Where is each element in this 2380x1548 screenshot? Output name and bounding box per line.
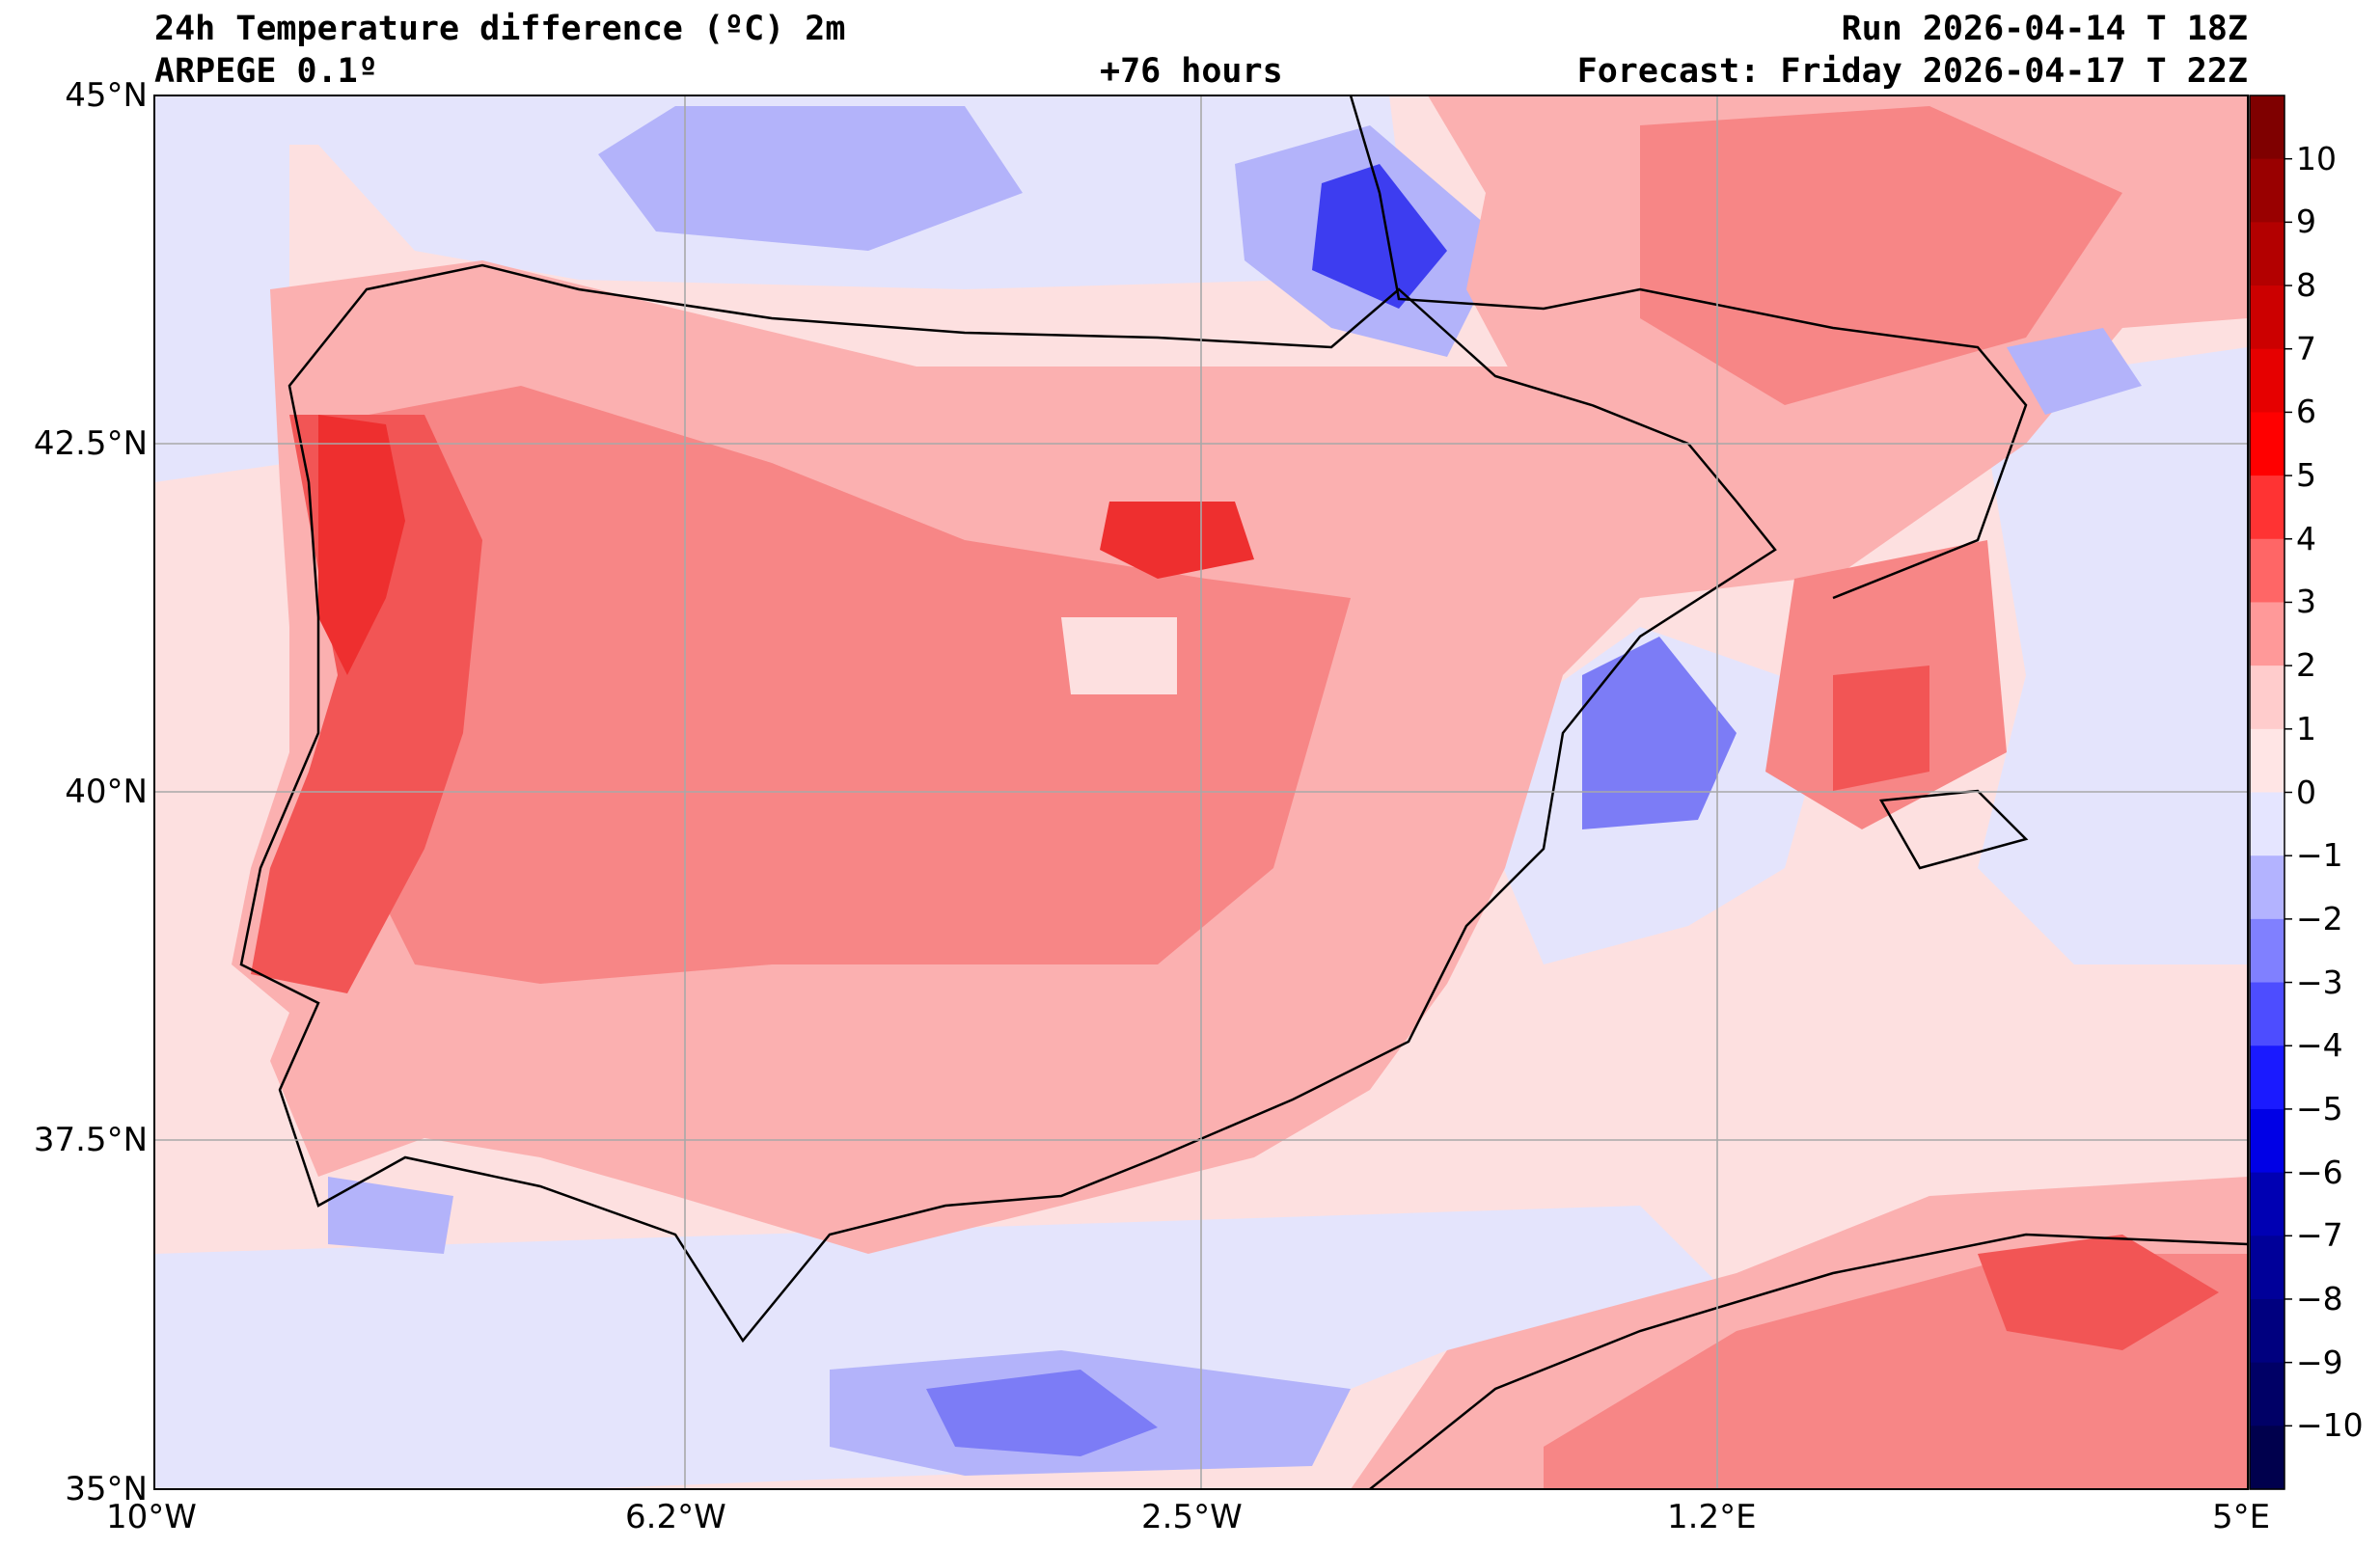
lat-tick: 35°N [65,1470,148,1508]
lon-tick: 1.2°E [1667,1498,1757,1536]
colorbar-label: 1 [2296,709,2316,747]
colorbar-label: −10 [2296,1406,2364,1445]
colorbar-label: 5 [2296,456,2316,495]
portugal-red [251,415,482,993]
galicia-strong-red [318,415,405,675]
colorbar-swatch [2250,1426,2284,1490]
lead-time: +76 hours [1100,52,1283,91]
colorbar-swatch [2250,665,2284,730]
colorbar-swatch [2250,918,2284,984]
france-salmon [1640,106,2122,405]
gascony-cold-core [1312,164,1447,309]
colorbar-label: 7 [2296,329,2316,367]
temperature-field [154,95,2248,1489]
colorbar-swatch [2250,602,2284,666]
colorbar-swatch [2250,158,2284,223]
colorbar-label: 2 [2296,646,2316,685]
iberia-coastline [239,263,1777,1344]
valencia-cool [1582,637,1737,829]
lon-tick: 2.5°W [1141,1498,1243,1536]
colorbar-label: −6 [2296,1153,2343,1191]
lat-tick: 37.5°N [33,1121,148,1159]
east-med-cool [1978,347,2248,964]
colorbar-swatch [2250,1108,2284,1174]
colorbar-label: −1 [2296,836,2343,875]
model-label: ARPEGE 0.1º [154,52,378,91]
colorbar-swatch [2250,1046,2284,1110]
cadiz-cool [328,1177,453,1254]
mallorca-coast [1878,789,2029,870]
colorbar-swatch [2250,475,2284,540]
graticule [154,95,2248,1489]
colorbar-label: 6 [2296,393,2316,431]
colorbar-swatch [2250,982,2284,1046]
colorbar-label: −8 [2296,1279,2343,1317]
colorbar-swatch [2250,1362,2284,1426]
colorbar-label: −3 [2296,963,2343,1001]
colorbar-swatch [2250,348,2284,414]
balearic-core [1833,665,1929,791]
colorbar-label: 4 [2296,519,2316,557]
colorbar-swatch [2250,1236,2284,1300]
lat-tick: 45°N [65,76,148,115]
colorbar-swatch [2250,1172,2284,1236]
map-frame [153,95,2249,1490]
colorbar-label: −4 [2296,1026,2343,1065]
run-time: Run 2026-04-14 T 18Z [1841,10,2248,48]
algeria-core [1978,1235,2219,1350]
lon-tick: 10°W [106,1498,197,1536]
colorbar-swatch [2250,222,2284,286]
colorbar-label: −7 [2296,1216,2343,1255]
colorbar-swatch [2250,1298,2284,1364]
lon-tick: 6.2°W [625,1498,726,1536]
colorbar-swatch [2250,285,2284,350]
lion-cool [2007,328,2142,415]
colorbar-swatch [2250,95,2284,160]
colorbar-swatch [2250,538,2284,604]
iberia-salmon [318,386,1351,984]
alboran-blue [926,1370,1158,1456]
lat-tick: 40°N [65,773,148,811]
colorbar-label: 10 [2296,139,2337,177]
colorbar-label: −5 [2296,1089,2343,1127]
colorbar [2249,95,2292,1490]
atlantic-cool [154,145,289,482]
colorbar-label: 8 [2296,266,2316,305]
forecast-time: Forecast: Friday 2026-04-17 T 22Z [1576,52,2248,91]
colorbar-swatch [2250,412,2284,476]
colorbar-swatch [2250,728,2284,794]
biscay-light-blue [598,106,1023,251]
map-title: 24h Temperature difference (ºC) 2m [154,10,846,48]
colorbar-label: 9 [2296,203,2316,241]
colorbar-label: 3 [2296,583,2316,621]
france-coastline [1349,95,2028,600]
alboran-cool [154,1206,1737,1489]
lat-tick: 42.5°N [33,424,148,463]
colorbar-swatch [2250,792,2284,856]
colorbar-label: 0 [2296,773,2316,811]
africa-coastline [1369,1233,2248,1489]
soria-strong-red [1100,502,1254,579]
colorbar-label: −9 [2296,1343,2343,1381]
lon-tick: 5°E [2212,1498,2271,1536]
colorbar-label: −2 [2296,899,2343,937]
madrid-mild [1061,617,1177,694]
colorbar-swatch [2250,855,2284,920]
